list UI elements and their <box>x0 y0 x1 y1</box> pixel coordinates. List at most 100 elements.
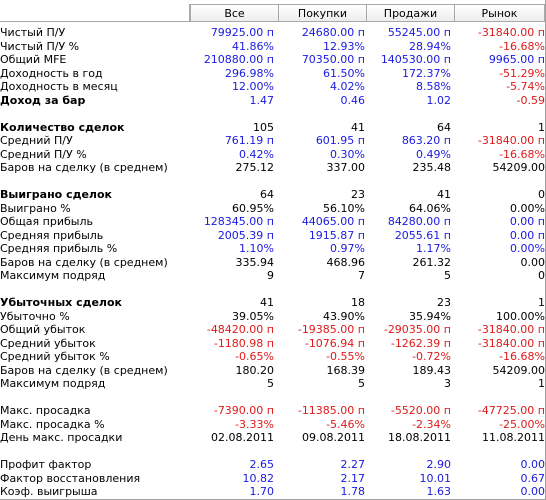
value-cell: -16.68% <box>499 350 545 363</box>
value-cell: 1915.87 п <box>308 228 365 242</box>
spacer-row <box>0 107 545 121</box>
row-label: Доход за бар <box>0 93 86 107</box>
value-cell: 1.78 <box>340 485 366 498</box>
row-label: Убыточно % <box>0 309 70 323</box>
value-cell: 41 <box>260 296 274 309</box>
row-label: Убыточных сделок <box>0 296 123 309</box>
value-cell: 2005.39 п <box>217 228 274 242</box>
row-label: Макс. просадка <box>0 404 91 417</box>
value-cell: 0.00 <box>520 485 546 498</box>
value-cell: -48420.00 п <box>206 323 274 336</box>
value-cell: -1076.94 п <box>304 336 365 350</box>
column-header-row: Все Покупки Продажи Рынок <box>0 4 545 23</box>
row-label: Средний убыток % <box>0 350 110 363</box>
value-cell: 0.49% <box>416 147 451 161</box>
row-label: Выиграно % <box>0 201 71 215</box>
value-cell: 70350.00 п <box>301 53 365 66</box>
value-cell: 2055.61 п <box>394 228 451 242</box>
row-label: Доходность в год <box>0 66 103 80</box>
row-label: Выиграно сделок <box>0 188 113 201</box>
value-cell: 0.00 п <box>509 215 545 228</box>
value-cell: -7390.00 п <box>213 404 274 417</box>
row-label: Баров на сделку (в среднем) <box>0 161 168 174</box>
value-cell: 12.93% <box>323 39 365 53</box>
column-header-market[interactable]: Рынок <box>454 4 545 22</box>
value-cell: -11385.00 п <box>297 404 365 417</box>
value-cell: -19385.00 п <box>297 323 365 336</box>
column-header-buys[interactable]: Покупки <box>278 4 367 22</box>
row-label: Средний П/У <box>0 134 73 147</box>
value-cell: 3 <box>444 377 451 390</box>
value-cell: 24680.00 п <box>301 26 365 39</box>
value-cell: 180.20 <box>235 363 275 377</box>
table-row: Баров на сделку (в среднем) 275.12 337.00 2… <box>0 161 545 175</box>
value-cell: -31840.00 п <box>477 336 545 350</box>
row-label: Макс. просадка % <box>0 417 105 431</box>
value-cell: 4.02% <box>330 80 365 93</box>
value-cell: 41 <box>437 188 451 201</box>
row-label: Фактор восстановления <box>0 471 141 485</box>
table-row: Доходность в месяц 12.00% 4.02% 8.58% -5.74% <box>0 80 545 94</box>
value-cell: 84280.00 п <box>387 215 451 228</box>
table-row: Максимум подряд 9 7 5 0 <box>0 269 545 283</box>
value-cell: 168.39 <box>326 363 366 377</box>
value-cell: 0.00 п <box>509 228 545 242</box>
table-row: Средняя прибыль % 1.10% 0.97% 1.17% 0.00% <box>0 242 545 256</box>
value-cell: 1.70 <box>249 485 275 498</box>
column-header-all[interactable]: Все <box>190 4 279 22</box>
value-cell: 275.12 <box>235 161 275 174</box>
table-row: Максимум подряд 5 5 3 1 <box>0 377 545 391</box>
value-cell: 12.00% <box>232 80 274 93</box>
value-cell: -51.29% <box>499 66 545 80</box>
value-cell: 1.63 <box>426 485 452 498</box>
value-cell: 43.90% <box>323 309 365 323</box>
value-cell: 41.86% <box>232 39 274 53</box>
value-cell: 5 <box>267 377 274 390</box>
value-cell: -1262.39 п <box>390 336 451 350</box>
table-row: Средний убыток % -0.65% -0.55% -0.72% -16.68… <box>0 350 545 364</box>
value-cell: 0 <box>538 188 545 201</box>
row-label: Средняя прибыль <box>0 228 104 242</box>
value-cell: 5 <box>358 377 365 390</box>
value-cell: -31840.00 п <box>477 134 545 147</box>
table-row: Профит фактор 2.65 2.27 2.90 0.00 <box>0 458 545 472</box>
table-row: Убыточных сделок 41 18 23 1 <box>0 296 545 310</box>
spacer-row <box>0 175 545 189</box>
value-cell: 0.00% <box>510 201 545 215</box>
value-cell: 468.96 <box>326 255 366 269</box>
value-cell: 35.94% <box>409 309 451 323</box>
value-cell: -3.33% <box>235 417 274 431</box>
value-cell: 41 <box>351 120 365 134</box>
value-cell: 23 <box>351 188 365 201</box>
table-row: Общий убыток -48420.00 п -19385.00 п -29035… <box>0 323 545 337</box>
value-cell: 18 <box>351 296 365 309</box>
table-row: Коэф. выигрыша 1.70 1.78 1.63 0.00 <box>0 485 545 499</box>
value-cell: 54209.00 <box>492 363 546 377</box>
value-cell: -1180.98 п <box>213 336 274 350</box>
row-label: Средний убыток <box>0 336 96 350</box>
table-row: Доходность в год 296.98% 61.50% 172.37% -51.… <box>0 67 545 81</box>
value-cell: -0.59 <box>516 93 545 107</box>
table-row: Выиграно % 60.95% 56.10% 64.06% 0.00% <box>0 202 545 216</box>
value-cell: 10.01 <box>419 471 452 485</box>
value-cell: 79925.00 п <box>210 26 274 39</box>
value-cell: -0.72% <box>412 350 451 363</box>
column-header-sells[interactable]: Продажи <box>366 4 455 22</box>
value-cell: 337.00 <box>326 161 366 174</box>
column-header-blank <box>0 4 190 22</box>
row-label: День макс. просадки <box>0 431 123 444</box>
value-cell: -25.00% <box>499 417 545 431</box>
value-cell: 28.94% <box>409 39 451 53</box>
value-cell: 61.50% <box>323 66 365 80</box>
spacer-cell <box>0 107 545 121</box>
table-row: Средний П/У 761.19 п 601.95 п 863.20 п -3184… <box>0 134 545 148</box>
value-cell: 1.17% <box>416 242 451 255</box>
value-cell: 11.08.2011 <box>482 431 545 444</box>
table-row: Убыточно % 39.05% 43.90% 35.94% 100.00% <box>0 310 545 324</box>
value-cell: 54209.00 <box>492 161 546 174</box>
value-cell: 335.94 <box>235 255 275 269</box>
row-label: Чистый П/У <box>0 26 66 39</box>
table-row: Средняя прибыль 2005.39 п 1915.87 п 2055.61… <box>0 229 545 243</box>
table-row: Выиграно сделок 64 23 41 0 <box>0 188 545 202</box>
